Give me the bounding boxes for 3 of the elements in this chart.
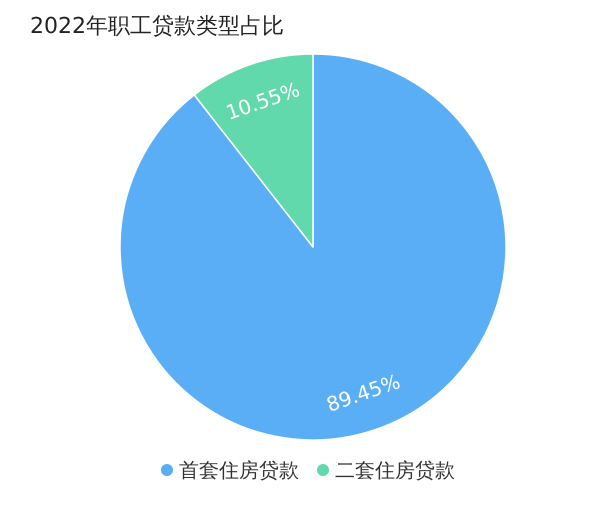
title: 2022年职工贷款类型占比 — [30, 14, 284, 39]
legend-label: 二套住房贷款 — [335, 458, 455, 482]
legend-label: 首套住房贷款 — [179, 458, 299, 482]
